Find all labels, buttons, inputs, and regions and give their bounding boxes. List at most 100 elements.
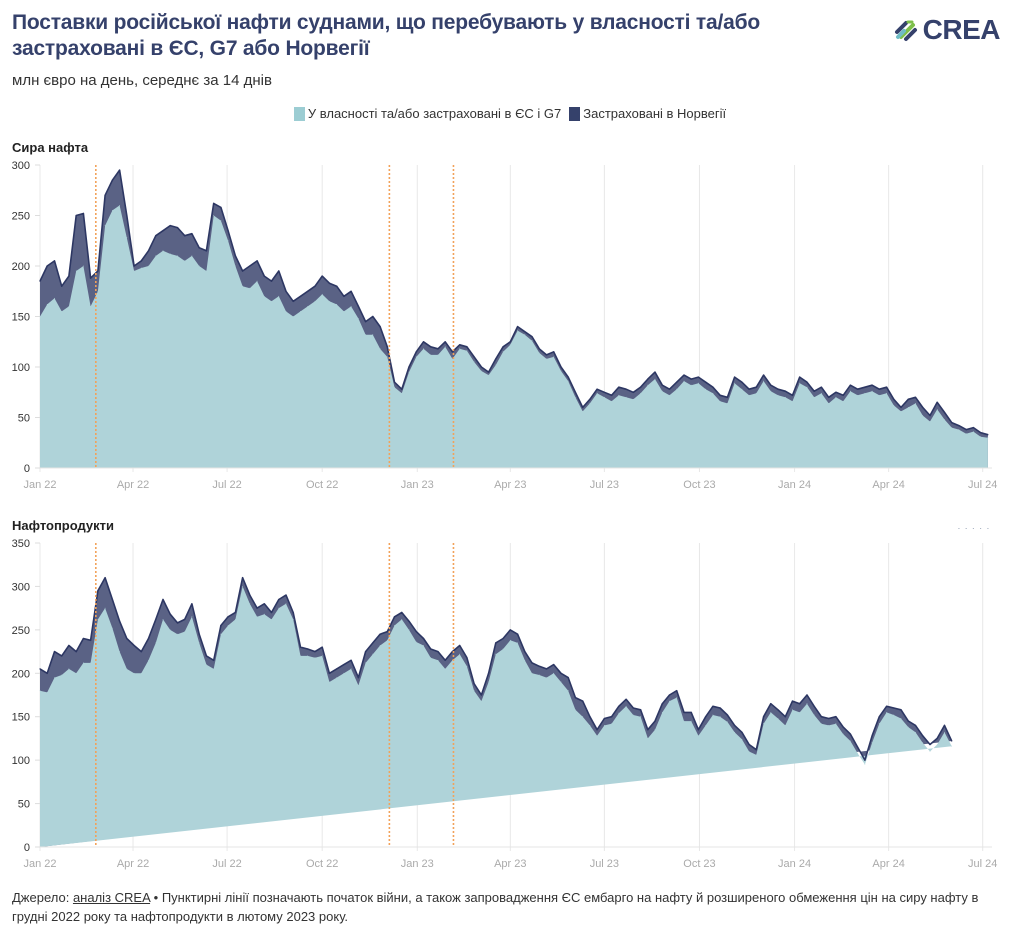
- eu-g7-point: [459, 348, 461, 350]
- eu-g7-point: [271, 619, 272, 620]
- total-point: [480, 366, 482, 368]
- total-point: [263, 603, 265, 605]
- total-point: [545, 354, 548, 356]
- eu-g7-point: [640, 392, 641, 394]
- total-point: [270, 280, 273, 282]
- eu-g7-point: [907, 726, 909, 728]
- y-tick-label: 250: [12, 625, 30, 637]
- eu-g7-point: [466, 665, 468, 667]
- eu-g7-point: [97, 619, 99, 620]
- total-point: [914, 396, 917, 398]
- total-point: [466, 346, 468, 348]
- eu-g7-point: [386, 356, 388, 358]
- y-tick-label: 250: [12, 211, 30, 223]
- legend-swatch-eu-g7: [293, 106, 305, 121]
- legend-label-eu-g7: У власності та/або застраховані в ЄС і G…: [307, 106, 562, 121]
- eu-g7-point: [878, 723, 880, 725]
- eu-g7-point: [777, 718, 779, 719]
- eu-g7-point: [249, 603, 251, 605]
- total-point: [61, 655, 63, 657]
- source-link[interactable]: аналіз CREA: [72, 890, 151, 905]
- eu-g7-point: [509, 639, 511, 641]
- total-point: [299, 646, 302, 648]
- legend-swatch-norway: [569, 106, 581, 121]
- eu-g7-point: [611, 400, 612, 402]
- eu-g7-point: [119, 205, 120, 206]
- total-point: [763, 374, 765, 376]
- eu-g7-point: [546, 358, 547, 360]
- total-point: [321, 646, 323, 648]
- legend-item-eu-g7[interactable]: У власності та/або застраховані в ЄС і G…: [293, 106, 562, 121]
- eu-g7-point: [473, 690, 475, 692]
- eu-g7-point: [358, 685, 359, 686]
- total-point: [553, 664, 555, 666]
- y-tick-label: 0: [24, 463, 30, 475]
- eu-g7-point: [690, 384, 692, 386]
- crea-logo-text: CREA: [922, 14, 1001, 45]
- x-tick-label: Jul 22: [212, 858, 241, 870]
- eu-g7-point: [915, 731, 916, 733]
- total-point: [488, 672, 490, 674]
- total-point: [111, 598, 113, 601]
- total-point: [791, 394, 794, 396]
- eu-g7-point: [813, 396, 815, 398]
- eu-g7-point: [423, 645, 424, 646]
- eu-g7-point: [83, 662, 84, 664]
- eu-g7-point: [951, 427, 953, 428]
- total-point: [560, 366, 562, 368]
- eu-g7-point: [850, 390, 851, 392]
- total-point: [213, 202, 215, 204]
- source-prefix: Джерело:: [12, 890, 73, 905]
- eu-g7-point: [54, 297, 55, 299]
- x-tick-label: Jan 23: [401, 479, 434, 491]
- eu-g7-point: [799, 712, 801, 713]
- eu-g7-point: [169, 253, 171, 255]
- eu-g7-point: [140, 672, 142, 674]
- y-tick-label: 150: [12, 312, 30, 324]
- y-tick-label: 200: [12, 668, 30, 680]
- total-point: [878, 716, 880, 718]
- total-point: [835, 391, 837, 393]
- total-point: [719, 394, 721, 396]
- total-point: [53, 651, 56, 653]
- eu-g7-point: [300, 655, 301, 657]
- total-point: [589, 398, 591, 400]
- total-point: [119, 169, 121, 171]
- total-point: [90, 277, 92, 279]
- eu-g7-point: [68, 668, 70, 670]
- eu-g7-point: [763, 723, 764, 725]
- eu-g7-point: [524, 659, 526, 661]
- total-point: [75, 651, 77, 653]
- total-point: [625, 388, 627, 390]
- y-tick-label: 150: [12, 712, 30, 724]
- total-point: [82, 637, 84, 640]
- total-point: [379, 633, 381, 635]
- eu-g7-point: [177, 255, 178, 257]
- total-point: [307, 648, 309, 650]
- legend-item-norway[interactable]: Застраховані в Норвегії: [569, 106, 726, 121]
- total-point: [46, 265, 48, 267]
- total-point: [213, 659, 215, 661]
- total-point: [683, 374, 685, 376]
- total-point: [943, 724, 946, 726]
- total-point: [299, 295, 302, 297]
- total-point: [784, 716, 786, 718]
- eu-g7-point: [669, 700, 670, 702]
- total-point: [864, 759, 866, 761]
- total-point: [625, 698, 627, 700]
- eu-g7-point: [842, 733, 844, 735]
- eu-g7-point: [206, 270, 207, 272]
- eu-g7-point: [727, 403, 728, 404]
- eu-g7-point: [97, 290, 99, 292]
- eu-g7-point: [452, 358, 453, 360]
- x-tick-label: Oct 22: [306, 858, 338, 870]
- total-point: [372, 315, 374, 318]
- total-point: [676, 690, 678, 692]
- total-point: [545, 668, 548, 670]
- eu-g7-point: [430, 657, 432, 659]
- total-point: [907, 398, 909, 400]
- eu-g7-point: [893, 714, 895, 716]
- total-point: [415, 351, 417, 353]
- total-point: [242, 270, 244, 272]
- eu-g7-point: [944, 419, 945, 420]
